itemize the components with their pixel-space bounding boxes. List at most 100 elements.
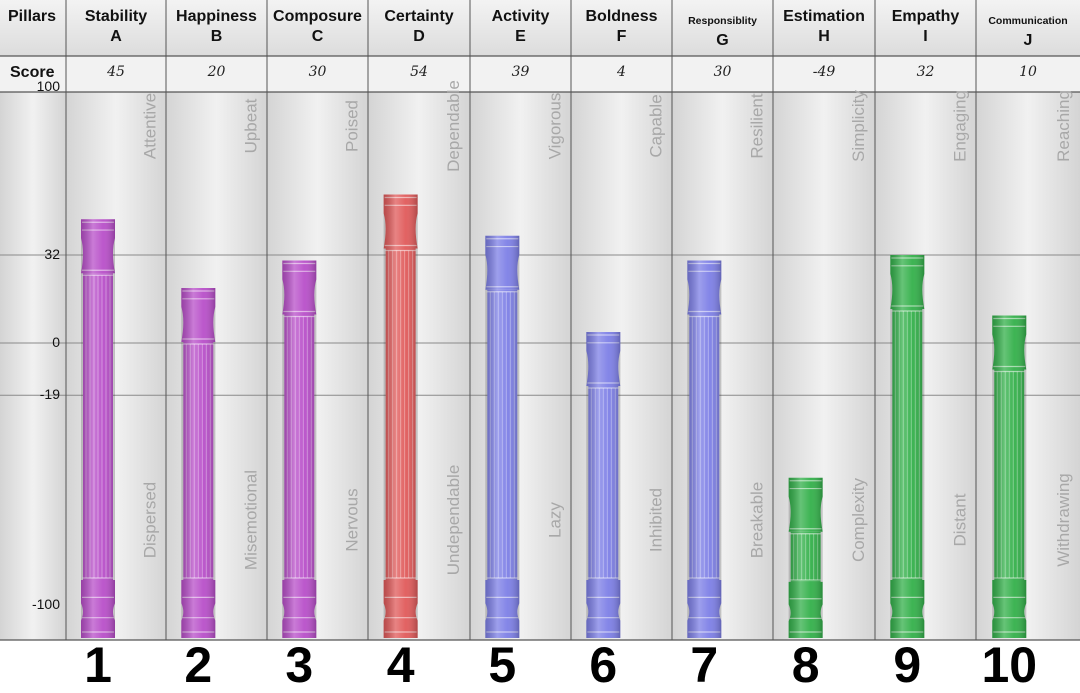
- pillar-header-j: Communication J: [976, 0, 1080, 56]
- bottom-trait-label: Inhibited: [646, 488, 665, 552]
- pillar-shine: [992, 315, 1027, 638]
- pillar-number: 2: [184, 637, 213, 693]
- pillar-letter: G: [716, 32, 729, 49]
- pillar-shine: [282, 260, 317, 638]
- score-value: 4: [617, 64, 626, 80]
- score-value: 30: [713, 64, 732, 80]
- bottom-trait-label: Withdrawing: [1054, 473, 1073, 567]
- bottom-trait-label: Misemotional: [241, 470, 260, 570]
- y-tick-label: -100: [31, 596, 60, 612]
- pillar-header-i: Empathy I: [875, 0, 976, 56]
- pillar-name: Composure: [273, 8, 362, 25]
- column-bg: [0, 92, 66, 640]
- pillar-letter: J: [1023, 32, 1033, 49]
- pillar-letter: B: [210, 28, 223, 45]
- score-row-bg: [0, 56, 1080, 92]
- pillar-shine: [687, 260, 722, 638]
- top-trait-label: Vigorous: [545, 93, 564, 160]
- top-trait-label: Attentive: [140, 93, 159, 159]
- score-value: 39: [511, 64, 530, 80]
- pillar-shine: [788, 477, 823, 638]
- pillar-i: [890, 255, 925, 638]
- y-tick-label: 0: [52, 334, 60, 350]
- y-tick-label: 100: [36, 78, 60, 94]
- score-value: 54: [410, 64, 428, 80]
- pillar-letter: F: [616, 28, 627, 45]
- pillar-shine: [81, 219, 115, 638]
- top-trait-label: Simplicity: [849, 90, 868, 162]
- pillar-header-h: Estimation H: [773, 0, 875, 56]
- pillar-d: [383, 194, 418, 638]
- pillar-header-d: Certainty D: [368, 0, 470, 56]
- pillar-name: Empathy: [891, 8, 960, 25]
- pillar-letter: I: [923, 28, 928, 45]
- bottom-trait-label: Nervous: [342, 488, 361, 551]
- pillar-letter: A: [110, 28, 122, 45]
- bottom-trait-label: Distant: [950, 493, 969, 546]
- score-value: 20: [207, 64, 226, 80]
- pillar-letter: H: [818, 28, 830, 45]
- score-row-label: Score: [10, 64, 55, 81]
- bottom-trait-label: Breakable: [747, 482, 766, 559]
- pillar-header-f: Boldness F: [571, 0, 672, 56]
- column-bg: [875, 92, 976, 640]
- pillar-header-a: Stability A: [66, 0, 166, 56]
- pillars-header-label: Pillars: [8, 8, 57, 25]
- pillar-name: Certainty: [384, 8, 454, 25]
- pillar-letter: C: [311, 28, 324, 45]
- pillar-h: [788, 477, 823, 638]
- bottom-trait-label: Undependable: [444, 465, 463, 576]
- pillar-number: 1: [84, 637, 112, 693]
- pillar-header-g: Responsiblity G: [672, 0, 773, 56]
- top-trait-label: Engaging: [950, 90, 969, 162]
- pillar-header-c: Composure C: [267, 0, 368, 56]
- chart-svg: Attentive Dispersed Upbeat Misemotional Pois…: [0, 0, 1080, 675]
- pillar-number: 9: [893, 637, 922, 693]
- pillar-j: [992, 315, 1027, 638]
- pillar-name: Estimation: [783, 8, 865, 25]
- pillar-name: Happiness: [176, 8, 257, 25]
- bottom-trait-label: Complexity: [849, 477, 868, 562]
- top-trait-label: Capable: [646, 94, 665, 157]
- pillar-name: Communication: [988, 15, 1068, 27]
- header-row-bg: [0, 0, 1080, 56]
- y-tick-label: 32: [44, 246, 60, 262]
- pillar-header-b: Happiness B: [166, 0, 267, 56]
- score-value: -49: [812, 64, 836, 80]
- pillar-name: Boldness: [585, 8, 658, 25]
- pillar-shine: [383, 194, 418, 638]
- pillar-c: [282, 260, 317, 638]
- top-trait-label: Resilient: [747, 93, 766, 158]
- pillar-number: 6: [589, 637, 618, 693]
- top-trait-label: Reaching: [1054, 90, 1073, 162]
- pillar-header-e: Activity E: [470, 0, 571, 56]
- pillar-a: [81, 219, 115, 638]
- bottom-strip-bg: [0, 640, 1080, 675]
- bottom-trait-label: Dispersed: [140, 482, 159, 559]
- top-trait-label: Poised: [342, 100, 361, 152]
- pillar-number: 3: [285, 637, 314, 693]
- pillar-number: 8: [791, 637, 820, 693]
- column-bg: [470, 92, 571, 640]
- pillar-name: Responsiblity: [688, 15, 757, 27]
- pillar-shine: [485, 235, 520, 638]
- pillar-name: Activity: [491, 8, 550, 25]
- pillar-e: [485, 235, 520, 638]
- score-value: 45: [107, 64, 125, 80]
- pillar-shine: [586, 332, 621, 638]
- top-trait-label: Upbeat: [241, 98, 260, 153]
- score-value: 10: [1019, 64, 1037, 80]
- column-bg: [267, 92, 368, 640]
- pillar-number: 4: [386, 637, 415, 693]
- y-tick-label: -19: [39, 386, 60, 403]
- pillar-letter: E: [515, 28, 526, 45]
- pillar-f: [586, 332, 621, 638]
- pillar-shine: [181, 288, 216, 638]
- pillar-number: 5: [488, 637, 517, 693]
- pillar-shine: [890, 255, 925, 638]
- column-bg: [571, 92, 672, 640]
- pillar-name: Stability: [84, 8, 148, 25]
- score-value: 32: [916, 64, 935, 80]
- score-value: 30: [308, 64, 327, 80]
